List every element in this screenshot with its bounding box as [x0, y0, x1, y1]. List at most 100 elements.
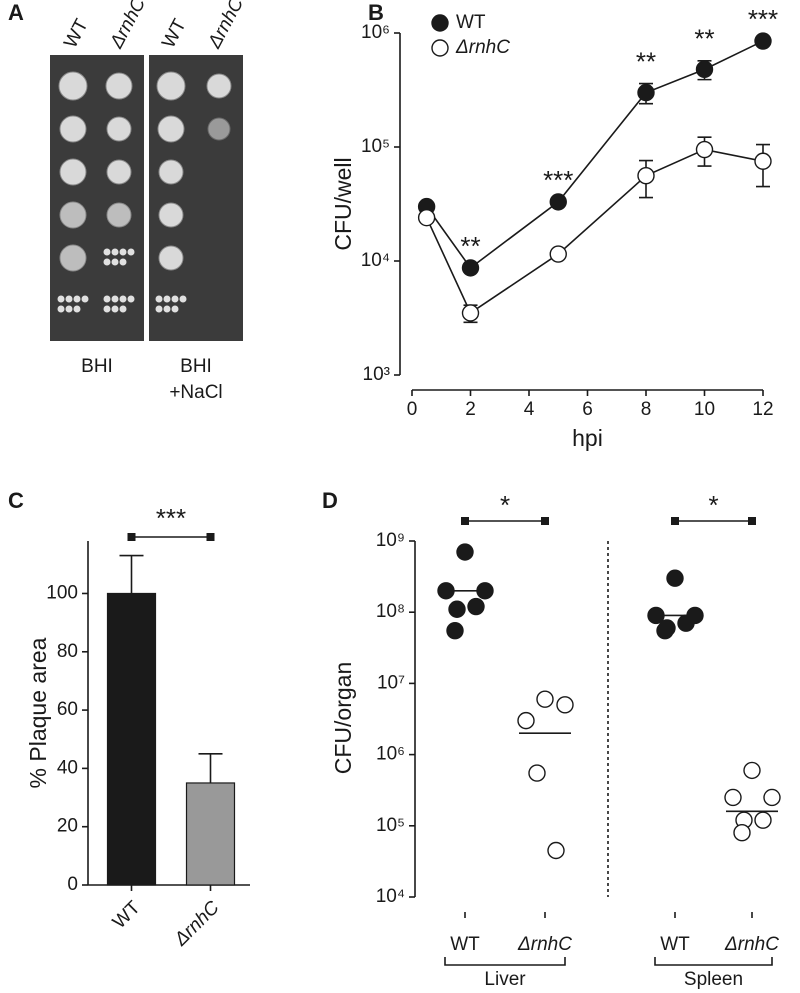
- colony-spot: [59, 244, 87, 272]
- colony: [103, 258, 111, 266]
- colony: [119, 258, 127, 266]
- x-tick-label: 10: [694, 399, 715, 420]
- significance: *: [500, 490, 510, 520]
- data-point: [743, 761, 761, 780]
- data-point: [763, 788, 781, 807]
- error-bar: [119, 554, 144, 594]
- colony-spot: [156, 71, 186, 101]
- data-point: [556, 696, 574, 714]
- colony: [73, 295, 81, 303]
- data-point: [547, 841, 565, 860]
- colony: [119, 295, 127, 303]
- colony: [171, 295, 179, 303]
- y-tick-label: 20: [57, 816, 78, 837]
- x-tick-label: WT: [660, 934, 690, 955]
- media-label: BHI: [81, 356, 113, 377]
- significance: **: [636, 46, 656, 76]
- panel-label: A: [8, 0, 24, 25]
- significance: ***: [156, 503, 186, 533]
- data-point: [695, 60, 714, 79]
- panel-label: C: [8, 488, 24, 513]
- y-tick-label: 10⁴: [376, 886, 405, 907]
- data-point: [549, 193, 567, 211]
- y-tick-label: 10³: [363, 364, 390, 385]
- data-point: [656, 621, 674, 640]
- colony: [111, 258, 119, 266]
- x-tick-label: 4: [524, 399, 535, 420]
- colony: [119, 248, 127, 256]
- colony-spot: [59, 158, 87, 186]
- data-point: [536, 690, 554, 708]
- colony-spot: [59, 201, 87, 229]
- y-tick-label: 10⁴: [361, 250, 390, 271]
- data-point: [456, 543, 474, 561]
- media-label: +NaCl: [169, 382, 222, 403]
- data-point: [637, 83, 655, 102]
- y-tick-label: 10⁹: [376, 530, 405, 551]
- bar: [106, 592, 157, 886]
- colony: [111, 295, 119, 303]
- colony: [127, 248, 135, 256]
- data-point: [446, 621, 464, 640]
- colony-spot: [158, 159, 184, 185]
- colony: [57, 295, 65, 303]
- data-point: [724, 788, 742, 807]
- colony: [119, 305, 127, 313]
- colony: [103, 248, 111, 256]
- x-tick-label: 8: [641, 399, 652, 420]
- x-tick-label: 6: [582, 399, 593, 420]
- y-tick-label: 10⁶: [376, 744, 405, 765]
- colony: [127, 295, 135, 303]
- y-axis-title: % Plaque area: [25, 637, 51, 788]
- colony: [171, 305, 179, 313]
- y-tick-label: 80: [57, 641, 78, 662]
- data-point: [677, 614, 695, 632]
- colony-spot: [106, 202, 132, 228]
- panel-label: D: [322, 488, 338, 513]
- data-point: [517, 711, 535, 730]
- colony: [111, 248, 119, 256]
- y-tick-label: 10⁷: [377, 672, 405, 693]
- x-axis-title: hpi: [572, 425, 603, 451]
- colony-spot: [207, 117, 231, 141]
- data-point: [637, 167, 655, 185]
- significance: ***: [748, 4, 778, 34]
- colony: [103, 305, 111, 313]
- bracket-end: [206, 533, 215, 541]
- group-bracket: [654, 957, 773, 966]
- plate-photo: [50, 55, 243, 341]
- colony: [81, 295, 89, 303]
- bracket-end: [748, 517, 756, 525]
- colony: [111, 305, 119, 313]
- colony: [163, 295, 171, 303]
- series-line: [425, 148, 764, 315]
- colony: [155, 295, 163, 303]
- colony-spot: [59, 115, 87, 143]
- y-tick-label: 100: [46, 582, 78, 603]
- x-tick-label: 12: [752, 399, 773, 420]
- colony: [65, 305, 73, 313]
- data-point: [448, 600, 466, 618]
- data-point: [461, 304, 480, 322]
- y-tick-label: 60: [57, 699, 78, 720]
- y-tick-label: 10⁵: [361, 136, 390, 157]
- y-tick-label: 10⁵: [376, 815, 405, 836]
- data-point: [666, 569, 684, 587]
- colony: [57, 305, 65, 313]
- significance: ***: [543, 165, 573, 195]
- colony-spot: [158, 202, 184, 228]
- x-tick-label: ΔrnhC: [724, 934, 779, 955]
- data-point: [754, 811, 772, 829]
- data-point: [754, 152, 772, 170]
- bracket-end: [671, 517, 679, 525]
- colony-spot: [106, 159, 132, 185]
- data-point: [754, 32, 772, 50]
- media-label: BHI: [180, 356, 212, 377]
- colony: [163, 305, 171, 313]
- colony-spot: [206, 73, 232, 99]
- error-bar: [198, 753, 223, 783]
- significance: **: [460, 231, 480, 261]
- group-label: Spleen: [684, 969, 743, 990]
- data-point: [733, 824, 751, 842]
